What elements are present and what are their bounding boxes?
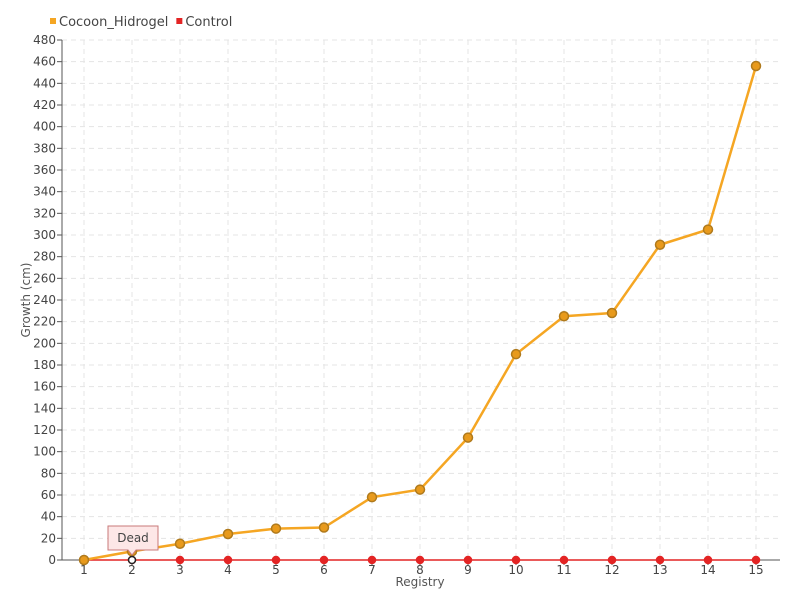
- y-tick-label: 360: [33, 163, 56, 177]
- x-axis-ticks: 1 2 3 4 5 6 7 8 9 10 11 12 13 14 15: [80, 560, 764, 577]
- y-tick-label: 420: [33, 98, 56, 112]
- y-tick-label: 380: [33, 141, 56, 155]
- data-point-cocoon-hidrogel: [606, 307, 618, 319]
- y-tick-label: 460: [33, 55, 56, 69]
- data-point-cocoon-hidrogel: [414, 484, 426, 495]
- data-point-control: [271, 555, 281, 565]
- y-axis-ticks: 0 20 40 60 80 100 120 140 160 180 200 220 240 260 280 3…: [33, 33, 62, 567]
- data-point-control: [415, 555, 425, 565]
- data-point-control: [559, 555, 569, 565]
- data-point-control: [607, 555, 617, 565]
- x-tick-label: 6: [320, 563, 328, 577]
- series-layer: [78, 60, 762, 566]
- y-tick-label: 200: [33, 336, 56, 350]
- y-tick-label: 280: [33, 250, 56, 264]
- y-axis-title: Growth (cm): [19, 263, 33, 338]
- data-point-control: [223, 555, 233, 565]
- x-tick-label: 2: [128, 563, 136, 577]
- data-point-cocoon-hidrogel: [558, 311, 570, 322]
- y-tick-label: 400: [33, 120, 56, 134]
- grid: [62, 39, 780, 560]
- data-point-cocoon-hidrogel: [270, 523, 282, 534]
- x-tick-label: 10: [508, 563, 523, 577]
- data-point-cocoon-hidrogel: [78, 554, 90, 566]
- y-tick-label: 440: [33, 76, 56, 90]
- data-point-control: [319, 555, 329, 565]
- x-tick-label: 5: [272, 563, 280, 577]
- annotation-tooltip: Dead: [107, 525, 159, 565]
- axes: [61, 40, 780, 561]
- data-point-cocoon-hidrogel: [510, 348, 522, 360]
- data-point-control: [367, 555, 377, 565]
- y-tick-label: 180: [33, 358, 56, 372]
- legend-swatch-cocoon-hidrogel: [50, 18, 56, 24]
- data-point-cocoon-hidrogel: [702, 224, 714, 235]
- x-tick-label: 7: [368, 563, 376, 577]
- y-tick-label: 320: [33, 206, 56, 220]
- tooltip-box: [107, 525, 159, 556]
- y-tick-label: 20: [41, 531, 56, 545]
- y-tick-label: 140: [33, 401, 56, 415]
- data-point-cocoon-hidrogel: [462, 432, 474, 443]
- data-point-control: [511, 555, 521, 565]
- data-point-control: [703, 555, 713, 565]
- legend: Cocoon_Hidrogel Control: [50, 15, 232, 30]
- legend-label-cocoon-hidrogel: Cocoon_Hidrogel: [59, 15, 168, 30]
- y-tick-label: 80: [41, 466, 56, 480]
- x-tick-label: 15: [748, 563, 763, 577]
- y-tick-label: 260: [33, 271, 56, 285]
- x-tick-label: 11: [556, 563, 571, 577]
- tooltip-label: Dead: [117, 531, 149, 545]
- x-axis-title: Registry: [395, 575, 444, 589]
- data-point-cocoon-hidrogel: [222, 528, 234, 540]
- data-point-cocoon-hidrogel: [174, 538, 186, 549]
- x-tick-label: 14: [700, 563, 715, 577]
- legend-label-control: Control: [185, 15, 232, 30]
- y-tick-label: 160: [33, 380, 56, 394]
- y-tick-label: 0: [48, 553, 56, 567]
- data-point-cocoon-hidrogel: [654, 239, 666, 250]
- y-tick-label: 480: [33, 33, 56, 47]
- x-tick-label: 8: [416, 563, 424, 577]
- data-point-control: [463, 555, 473, 565]
- highlighted-point: [127, 555, 137, 565]
- y-tick-label: 340: [33, 185, 56, 199]
- x-tick-label: 13: [652, 563, 667, 577]
- data-point-cocoon-hidrogel: [318, 522, 330, 533]
- data-point-control: [655, 555, 665, 565]
- data-point-cocoon-hidrogel: [366, 491, 378, 503]
- y-tick-label: 220: [33, 315, 56, 329]
- data-point-control: [751, 555, 761, 565]
- y-tick-label: 100: [33, 445, 56, 459]
- legend-swatch-control: [176, 18, 183, 24]
- data-point-cocoon-hidrogel: [750, 60, 762, 72]
- x-tick-label: 3: [176, 563, 184, 577]
- x-tick-label: 4: [224, 563, 232, 577]
- y-tick-label: 240: [33, 293, 56, 307]
- y-tick-label: 60: [41, 488, 56, 502]
- x-tick-label: 9: [464, 563, 472, 577]
- x-tick-label: 1: [80, 563, 88, 577]
- x-tick-label: 12: [604, 563, 619, 577]
- data-point-control: [175, 555, 185, 565]
- y-tick-label: 40: [41, 510, 56, 524]
- y-tick-label: 300: [33, 228, 56, 242]
- y-tick-label: 120: [33, 423, 56, 437]
